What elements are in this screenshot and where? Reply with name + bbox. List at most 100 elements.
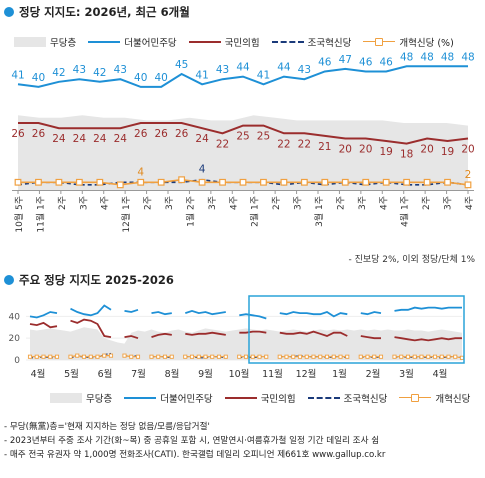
data-point [446, 354, 451, 359]
legend-label: 조국혁신당 [307, 38, 352, 49]
series-line [239, 313, 267, 320]
data-label: 45 [175, 59, 188, 71]
data-point [321, 178, 329, 186]
series-line [185, 309, 226, 316]
series-line [185, 331, 226, 336]
x-tick-label: 4월 [31, 368, 46, 380]
data-point [358, 354, 363, 359]
chart2-title: 주요 정당 지지도 2025-2026 [19, 273, 174, 287]
data-point [250, 354, 255, 359]
note-line: - 매주 전국 유권자 약 1,000명 전화조사(CATI). 한국갤럽 데일… [4, 450, 386, 460]
data-point [392, 354, 397, 359]
data-point [34, 354, 39, 359]
x-tick-label: 6월 [98, 368, 113, 380]
data-label: 19 [441, 146, 454, 158]
data-point [88, 354, 93, 359]
legend-item-minjoo: 더불어민주당 [124, 391, 213, 405]
legend-item-minjoo: 더불어민주당 [88, 35, 177, 49]
data-point [75, 178, 83, 186]
data-label: 43 [216, 64, 229, 76]
chart2-legend: 무당층 더불어민주당 국민의힘 조국혁신당 개혁신당 [50, 390, 485, 406]
data-label: 21 [318, 141, 331, 153]
x-tick-label: 3주 [78, 196, 89, 210]
data-label: 41 [11, 69, 24, 81]
legend-label: 개혁신당 [435, 394, 471, 405]
data-point [239, 178, 247, 186]
series-line [279, 311, 348, 318]
data-label: 43 [73, 64, 86, 76]
data-point [311, 354, 316, 359]
x-tick-label: 3주 [207, 196, 218, 210]
series-line [394, 306, 462, 312]
series-line [360, 311, 382, 316]
legend-dash-swatch-icon [271, 41, 304, 43]
data-point [459, 355, 465, 360]
data-point [183, 354, 188, 359]
data-label: 48 [400, 52, 413, 63]
legend-line-swatch-icon [124, 397, 157, 399]
data-point [277, 354, 282, 359]
data-point [203, 354, 208, 359]
data-label: 46 [379, 56, 393, 68]
section1-title: 정당 지지도: 2026년, 최근 6개월 [4, 4, 190, 20]
legend-label: 더불어민주당 [124, 38, 177, 49]
data-label: 44 [236, 62, 250, 74]
data-point [419, 354, 424, 359]
data-label: 22 [277, 138, 290, 150]
legend-line-swatch-icon [88, 41, 121, 43]
data-point [48, 354, 53, 359]
data-point [304, 354, 309, 359]
x-tick-label: 9월 [198, 368, 213, 380]
series-line [279, 330, 348, 337]
data-point [116, 181, 124, 189]
legend-marker-swatch-icon [399, 393, 432, 403]
legend-line-swatch-icon [224, 397, 257, 399]
data-point [403, 178, 411, 186]
series-line [394, 336, 462, 342]
data-point [55, 178, 63, 186]
data-point [426, 354, 431, 359]
legend-label: 무당층 [86, 394, 113, 405]
legend-line-swatch-icon [188, 41, 221, 43]
x-tick-label: 10월 [229, 368, 250, 380]
data-point [257, 354, 262, 359]
data-point [362, 178, 370, 186]
x-tick-label: 2월 [366, 368, 381, 380]
data-point [96, 178, 104, 186]
data-label: 42 [52, 67, 65, 79]
data-point [216, 354, 222, 359]
data-point [162, 354, 168, 359]
data-label: 24 [195, 133, 209, 145]
data-point [41, 354, 46, 359]
legend-area-swatch-icon [50, 393, 82, 403]
series-line [124, 335, 139, 340]
data-point [223, 354, 228, 359]
section2-title: 주요 정당 지지도 2025-2026 [4, 272, 174, 288]
data-point [237, 354, 242, 359]
x-tick-label: 12월 [296, 368, 317, 380]
x-tick-label: 4월 [433, 368, 448, 380]
data-label: 47 [339, 54, 352, 66]
data-point [178, 176, 186, 184]
data-point [405, 354, 411, 359]
data-label: 20 [339, 143, 352, 155]
data-label: 22 [298, 138, 311, 150]
data-point [378, 354, 384, 359]
data-label: 20 [461, 143, 474, 155]
note-line: - 2023년부터 주중 조사 기간(화~목) 중 공휴일 포함 시, 연말연시… [4, 436, 380, 446]
x-tick-label: 11월 [262, 368, 283, 380]
data-label: 26 [134, 128, 148, 140]
data-label: 2 [465, 169, 472, 181]
data-label: 44 [277, 62, 291, 74]
chart1-footnote: - 진보당 2%, 이외 정당/단체 1% [348, 255, 475, 265]
data-point [432, 354, 438, 359]
data-label: 46 [318, 56, 332, 68]
data-label: 43 [298, 64, 311, 76]
data-point [108, 353, 114, 358]
legend-item-nonpartisan: 무당층 [14, 35, 76, 49]
x-tick-label: 8월 [165, 368, 180, 380]
data-label: 26 [154, 128, 168, 140]
y-tick-label: 0 [14, 356, 20, 366]
data-label: 26 [175, 128, 189, 140]
data-point [324, 354, 330, 359]
